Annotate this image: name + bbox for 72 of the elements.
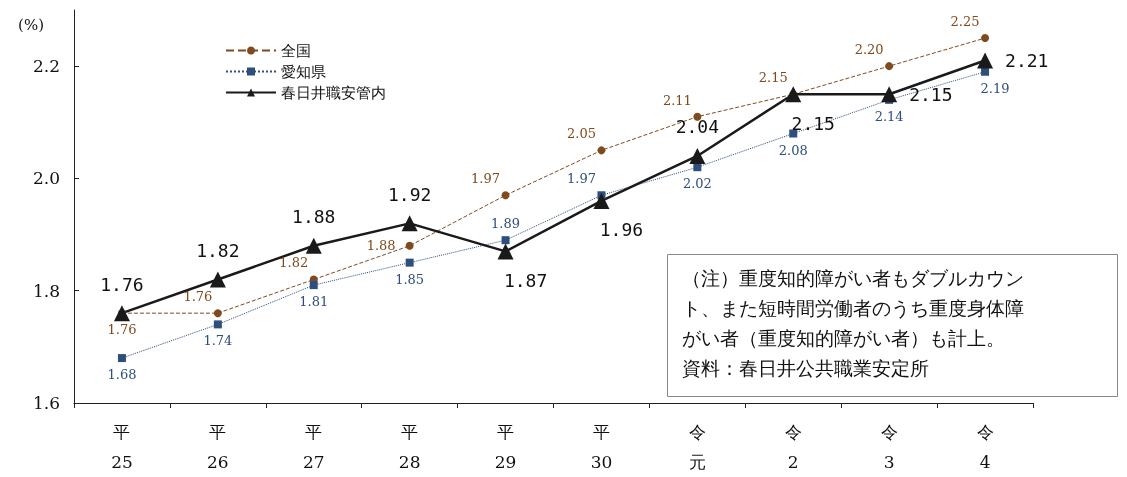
data-label: 2.19 (980, 80, 1010, 96)
point (597, 146, 606, 155)
data-label: 1.76 (107, 322, 137, 338)
point (785, 86, 802, 103)
data-label: 1.82 (196, 239, 240, 261)
legend-label: 全国 (281, 41, 311, 60)
data-label: 1.82 (279, 255, 309, 271)
data-label: 2.15 (758, 70, 788, 86)
data-label: 1.76 (100, 273, 144, 295)
point (405, 241, 414, 250)
point (981, 34, 990, 43)
data-label: 1.97 (566, 171, 596, 187)
x-tick-label: 令元 (688, 422, 706, 472)
point (501, 236, 510, 245)
point (401, 215, 418, 232)
data-label: 1.89 (491, 216, 521, 232)
x-tick-label: 令4 (976, 422, 994, 472)
point (405, 258, 414, 267)
point (209, 271, 226, 288)
data-label: 2.05 (566, 126, 596, 142)
data-label: 2.25 (950, 14, 980, 30)
x-tick-label: 令2 (784, 422, 802, 472)
point (501, 191, 510, 200)
point (689, 147, 706, 164)
data-label: 2.20 (854, 42, 884, 58)
legend-label: 春日井職安管内 (281, 83, 386, 102)
data-label: 1.88 (366, 238, 396, 254)
data-label: 1.85 (395, 271, 425, 287)
data-label: 2.02 (682, 176, 712, 192)
x-tick-label: 平26 (207, 422, 229, 472)
y-tick-label: 2.2 (32, 56, 60, 77)
point (497, 243, 514, 260)
y-tick-label: 2.0 (32, 168, 60, 189)
data-label: 2.15 (791, 112, 835, 134)
data-label: 1.74 (203, 333, 233, 349)
point (213, 320, 222, 329)
data-label: 1.81 (299, 294, 329, 310)
annotation: （注）重度知的障がい者もダブルカウント、また短時間労働者のうち重度身体障がい者（重度知的障がい者）も計上。 (681, 266, 1024, 349)
data-label: 2.14 (874, 108, 904, 124)
point (789, 129, 798, 138)
data-label: 2.21 (1005, 50, 1049, 72)
y-tick-label: 1.6 (32, 393, 60, 413)
point (117, 354, 126, 363)
point (309, 281, 318, 290)
data-label: 1.96 (599, 219, 644, 241)
data-label: 1.87 (503, 269, 548, 291)
point (593, 192, 610, 209)
data-label: 1.76 (183, 289, 213, 305)
x-tick-label: 平30 (590, 422, 613, 472)
point (881, 86, 898, 103)
point (305, 237, 322, 254)
data-label: 1.68 (107, 367, 137, 383)
data-label: 2.04 (675, 116, 720, 138)
x-tick-label: 平25 (111, 422, 133, 472)
x-tick-label: 令3 (880, 422, 898, 472)
data-label: 1.97 (471, 171, 501, 187)
point (977, 52, 994, 69)
data-label: 2.08 (778, 142, 808, 158)
annotation: 資料：春日井公共職業安定所 (681, 356, 929, 379)
y-axis-title: (%) (18, 15, 44, 34)
data-label: 1.92 (387, 183, 432, 205)
point (113, 305, 130, 322)
data-label: 2.15 (909, 83, 953, 105)
y-tick-label: 1.8 (32, 280, 60, 301)
x-tick-label: 平29 (494, 422, 517, 472)
x-tick-label: 平28 (398, 422, 421, 472)
legend-label: 愛知県 (281, 62, 326, 81)
x-tick-label: 平27 (302, 422, 325, 472)
data-label: 1.88 (292, 206, 336, 228)
point (213, 309, 222, 318)
data-label: 2.11 (662, 92, 692, 108)
point (885, 62, 894, 71)
